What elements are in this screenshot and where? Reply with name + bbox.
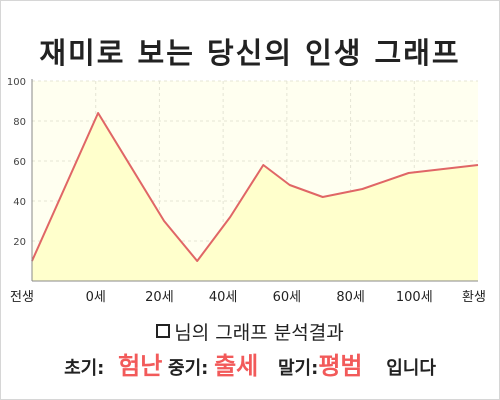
analysis-result: 초기: 험난 중기: 출세 말기:평범 입니다 bbox=[0, 346, 500, 381]
series-line bbox=[31, 112, 479, 262]
analysis-heading: 님의 그래프 분석결과 bbox=[0, 318, 500, 345]
series-area bbox=[32, 113, 478, 281]
early-label: 초기: bbox=[64, 358, 105, 379]
x-tick-label: 40세 bbox=[209, 290, 238, 305]
x-tick-label: 80세 bbox=[336, 290, 365, 305]
name-placeholder-box bbox=[156, 324, 171, 338]
early-value: 험난 bbox=[118, 352, 163, 380]
y-tick-label: 100 bbox=[7, 77, 26, 88]
y-tick-label: 80 bbox=[13, 117, 26, 128]
mid-value: 출세 bbox=[214, 352, 259, 380]
late-value: 평범 bbox=[318, 352, 363, 380]
x-tick-label: 전생 bbox=[10, 290, 34, 305]
x-tick-label: 0세 bbox=[86, 290, 106, 305]
mid-label: 중기: bbox=[168, 358, 209, 379]
x-tick-label: 20세 bbox=[145, 290, 174, 305]
y-tick-label: 20 bbox=[13, 237, 26, 248]
late-label: 말기: bbox=[278, 358, 319, 379]
chart-title: 재미로 보는 당신의 인생 그래프 bbox=[39, 36, 461, 70]
x-tick-label: 60세 bbox=[273, 290, 302, 305]
y-tick-label: 60 bbox=[13, 157, 26, 168]
result-ending: 입니다 bbox=[386, 358, 436, 379]
life-graph-chart: 20 40 60 80 100 전생 0세 20세 40세 60세 80세 100세 환생 bbox=[7, 77, 486, 305]
analysis-heading-text: 님의 그래프 분석결과 bbox=[174, 322, 344, 344]
y-tick-label: 40 bbox=[13, 197, 26, 208]
x-tick-label: 환생 bbox=[462, 290, 486, 305]
x-tick-label: 100세 bbox=[396, 290, 433, 305]
